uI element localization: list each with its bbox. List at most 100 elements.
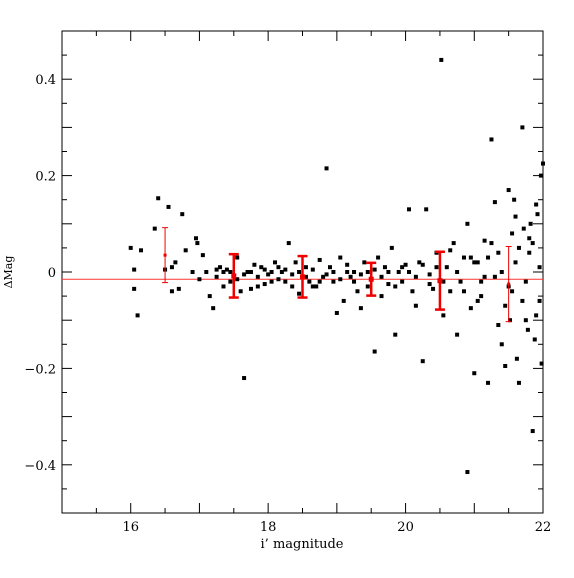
data-point (235, 255, 240, 260)
x-tick-label: 22 (535, 520, 552, 535)
data-point (499, 270, 504, 274)
data-point (516, 245, 521, 250)
data-point (407, 207, 412, 212)
data-point (252, 262, 257, 267)
data-point (338, 277, 343, 282)
data-point (262, 282, 267, 287)
data-point (283, 279, 288, 284)
data-point (156, 196, 161, 201)
data-point (506, 188, 511, 193)
data-point (431, 286, 436, 291)
data-point (441, 279, 446, 284)
data-point (310, 267, 315, 272)
data-point (362, 260, 367, 265)
data-point (499, 342, 504, 347)
data-point (290, 284, 295, 289)
data-point (379, 274, 384, 279)
data-point (238, 289, 243, 294)
data-point (417, 260, 422, 265)
data-point (255, 284, 260, 289)
data-point (451, 241, 456, 246)
data-point (262, 267, 267, 272)
data-point (541, 161, 545, 166)
data-point (283, 267, 288, 272)
data-point (448, 289, 453, 294)
data-point (276, 277, 281, 282)
data-point (465, 470, 470, 475)
data-point (472, 371, 477, 376)
data-point (169, 289, 174, 294)
data-point (516, 380, 521, 385)
data-point (510, 289, 515, 294)
data-point (321, 274, 326, 279)
data-point (235, 277, 240, 282)
data-point (520, 298, 525, 303)
data-point (214, 267, 219, 272)
data-point (508, 318, 513, 323)
data-point (492, 200, 497, 205)
data-point (537, 265, 542, 270)
data-point (427, 272, 432, 277)
data-point (523, 279, 528, 284)
data-point (266, 272, 271, 277)
binned-point (300, 274, 305, 280)
data-point (242, 376, 247, 381)
data-point (248, 270, 253, 274)
data-point (248, 286, 253, 291)
data-point (496, 250, 501, 255)
data-point (510, 231, 515, 236)
data-point (221, 284, 226, 289)
data-point (513, 260, 518, 265)
x-tick-label: 16 (122, 520, 139, 535)
data-point (358, 306, 363, 311)
data-point (317, 257, 322, 262)
data-point (393, 332, 398, 337)
data-point (393, 284, 398, 289)
data-point (389, 245, 394, 250)
data-point (396, 270, 401, 274)
data-point (400, 279, 405, 284)
data-point (132, 267, 137, 272)
data-point (211, 306, 216, 311)
data-point (228, 270, 233, 274)
data-point (439, 57, 444, 62)
data-point (307, 279, 312, 284)
data-point (245, 270, 250, 274)
data-point (135, 313, 140, 318)
data-point (382, 265, 387, 270)
data-point (348, 274, 353, 279)
data-point (410, 289, 415, 294)
data-point (345, 270, 350, 274)
data-point (193, 236, 198, 241)
data-point (525, 327, 530, 332)
data-point (492, 274, 497, 279)
data-point (195, 241, 200, 246)
data-point (482, 274, 487, 279)
data-point (310, 284, 315, 289)
data-point (183, 248, 188, 253)
data-point (539, 361, 544, 366)
data-point (372, 267, 377, 272)
data-point (475, 298, 480, 303)
data-point (455, 270, 460, 274)
y-tick-label: 0.4 (35, 73, 56, 88)
data-point (200, 253, 205, 258)
data-point (242, 272, 247, 277)
data-point (538, 173, 543, 178)
data-point (358, 272, 363, 277)
data-point (400, 265, 405, 270)
data-point (173, 260, 178, 265)
data-point (273, 260, 278, 265)
data-point (190, 270, 195, 274)
data-point (527, 236, 532, 241)
binned-point (231, 273, 237, 279)
data-point (345, 262, 350, 267)
data-point (365, 284, 370, 289)
data-point (512, 197, 517, 202)
data-point (532, 337, 537, 342)
data-point (448, 248, 453, 253)
data-point (503, 303, 508, 308)
data-point (427, 282, 432, 287)
